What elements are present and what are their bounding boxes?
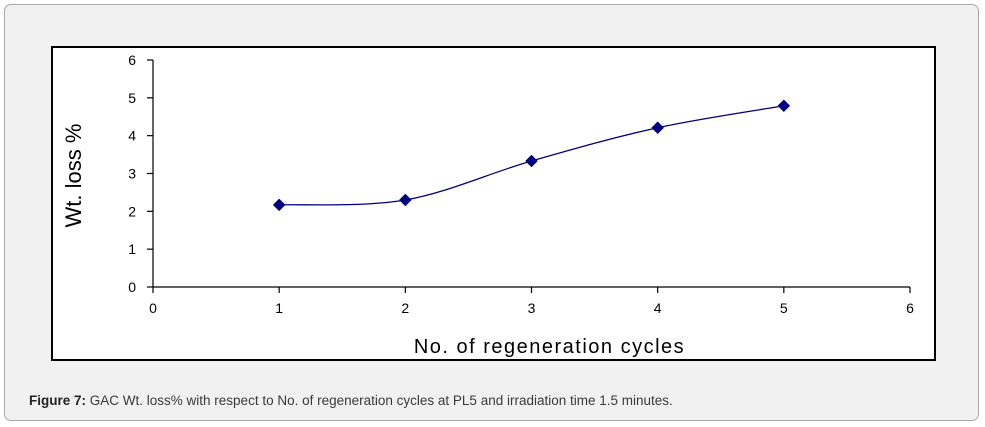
y-tick-label: 4 <box>128 128 136 144</box>
x-tick-label: 5 <box>780 300 788 316</box>
data-point-marker <box>651 121 665 135</box>
y-tick-label: 5 <box>128 90 136 106</box>
y-tick-label: 2 <box>128 203 136 219</box>
chart-panel: 0 1 2 3 4 5 6 0 1 2 3 4 5 6 No. of regeneration cycles… <box>51 46 936 361</box>
figure-card: 0 1 2 3 4 5 6 0 1 2 3 4 5 6 No. of regeneration cycles… <box>4 4 979 421</box>
x-tick-label: 2 <box>401 300 409 316</box>
x-tick-label: 0 <box>149 300 157 316</box>
figure-caption: Figure 7: GAC Wt. loss% with respect to … <box>29 393 673 408</box>
data-point-marker <box>398 193 412 207</box>
y-axis-title: Wt. loss % <box>61 124 86 228</box>
data-point-marker <box>777 99 791 113</box>
x-axis-title: No. of regeneration cycles <box>414 336 685 358</box>
x-tick-label: 6 <box>906 300 914 316</box>
y-tick-label: 6 <box>128 52 136 68</box>
x-tick-label: 4 <box>654 300 662 316</box>
data-point-marker <box>272 198 286 212</box>
caption-label: Figure 7: <box>29 393 87 408</box>
x-tick-label: 3 <box>528 300 536 316</box>
line-chart: 0 1 2 3 4 5 6 0 1 2 3 4 5 6 No. of regeneration cycles… <box>61 52 914 358</box>
x-tick-label: 1 <box>275 300 283 316</box>
y-tick-label: 1 <box>128 241 136 257</box>
data-point-marker <box>525 154 538 168</box>
y-tick-label: 3 <box>128 166 136 182</box>
caption-text: GAC Wt. loss% with respect to No. of reg… <box>89 393 673 408</box>
y-tick-label: 0 <box>128 279 136 295</box>
